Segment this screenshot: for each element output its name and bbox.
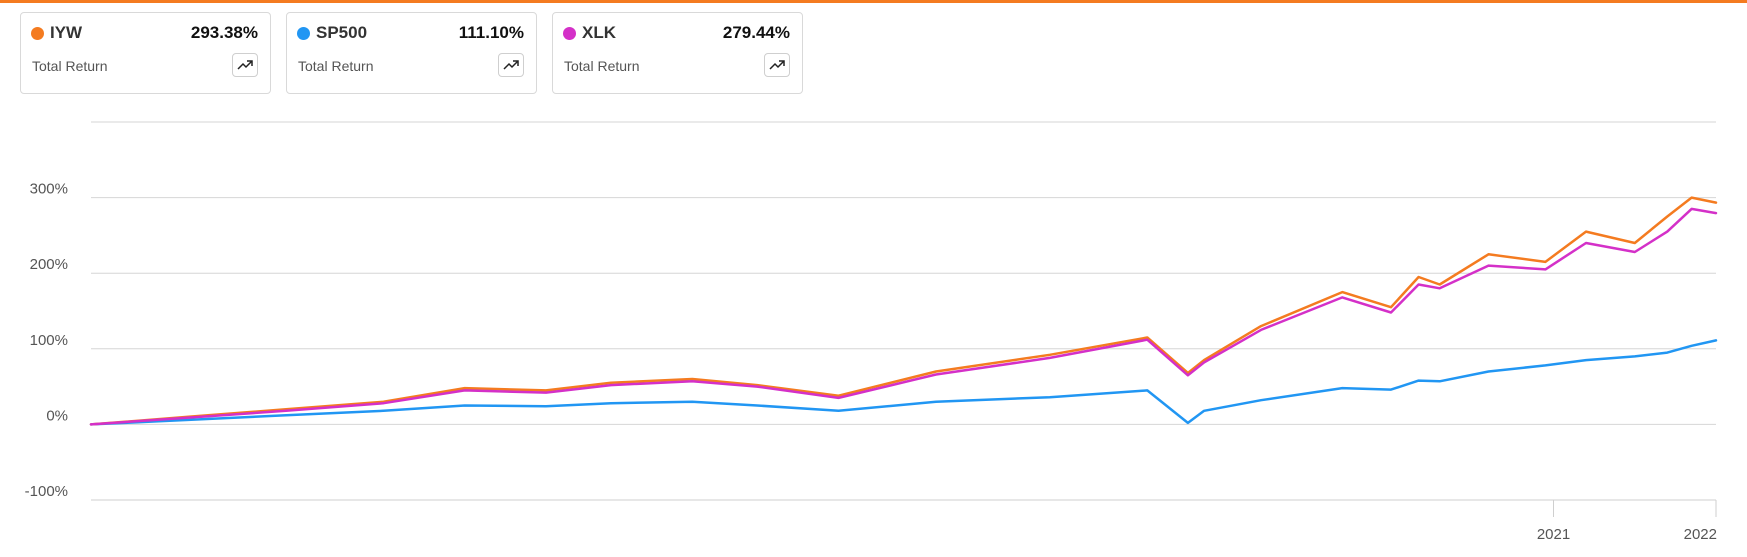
sp500-ticker: SP500 — [316, 23, 368, 42]
iyw-ticker: IYW — [50, 23, 83, 42]
legend-card-xlk[interactable]: XLK 279.44% Total Return — [552, 12, 803, 94]
x-tick-label: 2021 — [1537, 526, 1570, 543]
y-tick-label: 100% — [30, 332, 68, 349]
sp500-total-return-value: 111.10% — [458, 23, 524, 42]
x-tick-label: 2022 — [1684, 526, 1717, 543]
top-accent-rule — [0, 0, 1747, 3]
iyw-total-return-value: 293.38% — [190, 23, 258, 42]
y-tick-label: 0% — [46, 407, 68, 424]
y-tick-label: -100% — [25, 483, 68, 500]
iyw-total-return-label: Total Return — [32, 58, 108, 74]
trend-up-icon[interactable] — [232, 53, 258, 77]
xlk-total-return-value: 279.44% — [722, 23, 790, 42]
y-tick-label: 300% — [30, 181, 68, 198]
sp500-color-dot — [297, 27, 310, 40]
y-tick-label: 200% — [30, 256, 68, 273]
iyw-color-dot — [31, 27, 44, 40]
series-line-sp500 — [89, 339, 1718, 426]
legend-card-iyw[interactable]: IYW 293.38% Total Return — [20, 12, 271, 94]
xlk-total-return-label: Total Return — [564, 58, 640, 74]
trend-up-icon[interactable] — [498, 53, 524, 77]
trend-up-icon[interactable] — [764, 53, 790, 77]
series-line-iyw — [89, 196, 1718, 426]
legend-card-sp500[interactable]: SP500 111.10% Total Return — [286, 12, 537, 94]
xlk-ticker: XLK — [582, 23, 616, 42]
series-line-xlk — [89, 207, 1718, 426]
sp500-total-return-label: Total Return — [298, 58, 374, 74]
xlk-color-dot — [563, 27, 576, 40]
